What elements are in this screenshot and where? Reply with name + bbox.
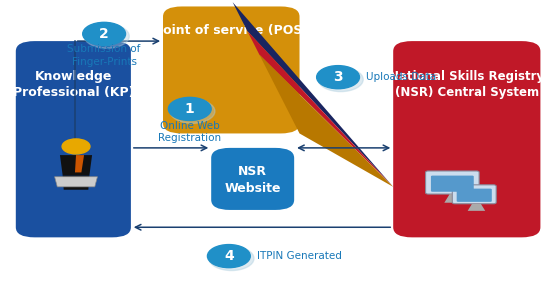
Text: National Skills Registry
(NSR) Central System: National Skills Registry (NSR) Central S… — [389, 70, 544, 99]
Circle shape — [85, 24, 129, 48]
FancyBboxPatch shape — [211, 148, 294, 210]
FancyBboxPatch shape — [393, 41, 540, 237]
Circle shape — [207, 244, 250, 268]
Circle shape — [170, 99, 215, 123]
FancyBboxPatch shape — [163, 6, 300, 133]
Text: Online Web
Registration: Online Web Registration — [158, 121, 221, 144]
Circle shape — [83, 22, 125, 46]
FancyBboxPatch shape — [16, 41, 131, 237]
FancyBboxPatch shape — [426, 171, 479, 194]
Circle shape — [209, 246, 254, 271]
Text: ITPIN Generated: ITPIN Generated — [256, 251, 342, 261]
FancyBboxPatch shape — [431, 175, 474, 192]
Polygon shape — [444, 194, 466, 203]
Circle shape — [62, 139, 90, 154]
FancyBboxPatch shape — [452, 185, 496, 204]
Polygon shape — [248, 31, 393, 187]
Circle shape — [169, 97, 211, 120]
Polygon shape — [75, 155, 84, 173]
Text: Uploads Data: Uploads Data — [366, 72, 437, 82]
Polygon shape — [259, 55, 393, 187]
Circle shape — [316, 66, 360, 89]
Text: NSR
Website: NSR Website — [225, 165, 281, 195]
Polygon shape — [55, 177, 97, 187]
Polygon shape — [468, 204, 485, 211]
Text: 4: 4 — [224, 249, 234, 263]
Circle shape — [318, 67, 363, 92]
Text: 2: 2 — [99, 27, 109, 41]
Text: 3: 3 — [333, 70, 343, 84]
Polygon shape — [63, 175, 90, 190]
Polygon shape — [232, 2, 393, 187]
Text: Knowledge
Professional (KP): Knowledge Professional (KP) — [12, 70, 134, 99]
Polygon shape — [60, 155, 92, 175]
Text: Submission of
Finger-Prints: Submission of Finger-Prints — [67, 44, 141, 67]
Text: Point of service (POS): Point of service (POS) — [154, 24, 309, 37]
FancyBboxPatch shape — [457, 188, 492, 202]
Text: 1: 1 — [185, 102, 195, 116]
